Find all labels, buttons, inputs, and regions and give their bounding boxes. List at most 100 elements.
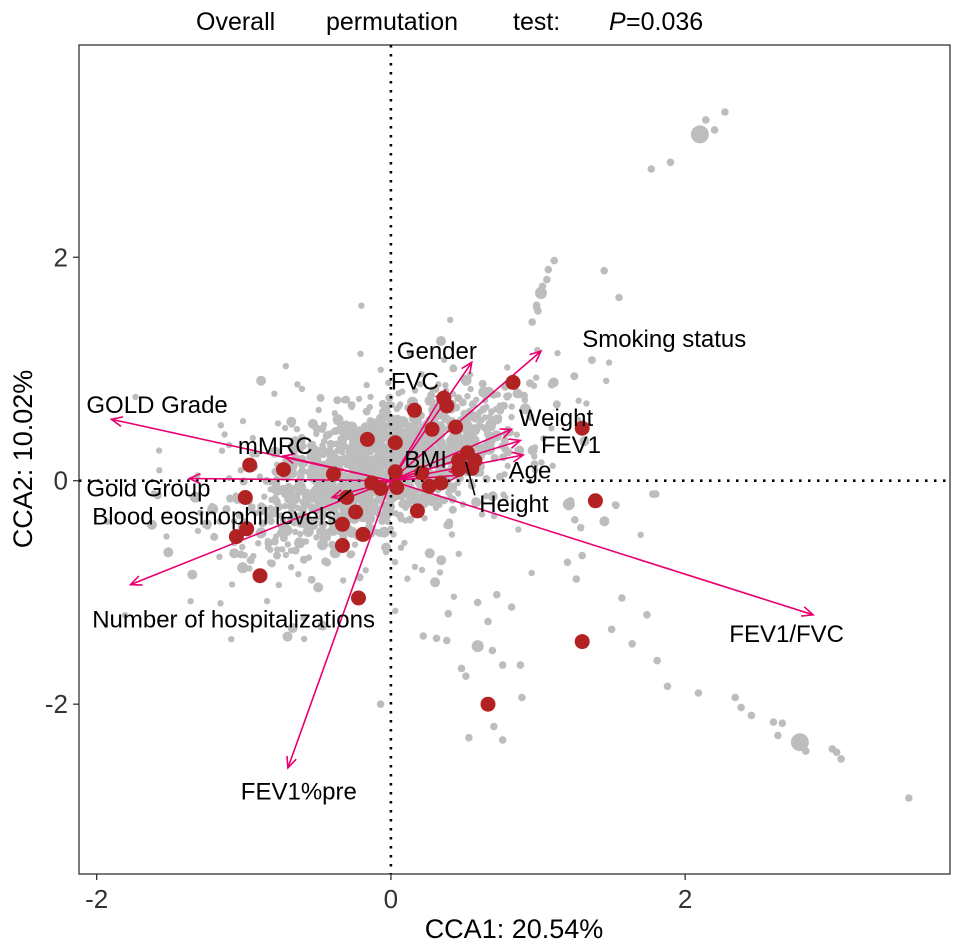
site-point (355, 395, 363, 403)
site-point (306, 469, 313, 476)
site-point (330, 428, 337, 436)
highlight-point (574, 420, 590, 436)
site-point (288, 563, 295, 571)
site-point (210, 532, 219, 541)
site-point (436, 555, 447, 566)
site-point (217, 422, 225, 429)
site-point (358, 302, 365, 309)
site-point (348, 550, 356, 557)
outlier-point (543, 275, 551, 284)
site-point (264, 537, 271, 545)
arrow-weight (390, 428, 512, 482)
site-point (232, 492, 240, 499)
site-point (486, 413, 493, 421)
site-point (371, 454, 379, 461)
site-point (468, 400, 477, 409)
site-point (217, 600, 224, 607)
arrowhead (511, 451, 526, 463)
site-point (575, 397, 582, 404)
site-point (391, 494, 398, 502)
outlier-point (471, 640, 484, 653)
site-point (349, 456, 356, 464)
site-point (339, 456, 347, 463)
site-point (397, 544, 405, 551)
site-point (376, 459, 388, 471)
site-point (502, 494, 509, 501)
outlier-point (710, 126, 719, 134)
site-point (378, 408, 386, 415)
outlier-point (690, 125, 709, 144)
highlight-point (439, 398, 455, 414)
outlier-point (484, 617, 492, 626)
site-point (226, 494, 235, 503)
highlight-points (228, 374, 603, 712)
outlier-point (518, 693, 526, 702)
site-point (505, 392, 513, 399)
site-point (228, 581, 236, 588)
site-point (384, 512, 392, 520)
site-point (549, 462, 556, 469)
site-point (150, 490, 158, 497)
site-point (315, 406, 322, 414)
site-point (385, 379, 392, 386)
highlight-point (252, 568, 268, 584)
highlight-point (451, 462, 467, 478)
site-point (450, 593, 458, 600)
site-point (378, 526, 390, 538)
site-point (296, 444, 304, 453)
site-point (187, 598, 194, 605)
highlight-point (364, 475, 380, 491)
title-word-permutation: permutation (326, 8, 458, 36)
x-axis: -2 0 2 (85, 874, 692, 914)
outlier-point (498, 736, 507, 744)
site-point (374, 496, 381, 503)
arrowhead (286, 755, 297, 770)
site-point (146, 519, 157, 530)
highlight-point (242, 457, 258, 473)
site-point (512, 388, 523, 399)
site-point (521, 396, 529, 404)
site-point (461, 420, 473, 432)
outlier-point (457, 664, 466, 673)
outlier-point (465, 733, 473, 742)
y-axis-title: CCA2: 10.02% (8, 370, 38, 549)
site-point (301, 494, 312, 505)
label-leader-line (465, 461, 476, 496)
site-point (300, 635, 308, 643)
site-point (397, 416, 405, 423)
site-point (216, 518, 223, 525)
outlier-point (490, 722, 498, 731)
site-point (273, 551, 281, 560)
outlier-point (615, 293, 623, 302)
site-point (339, 507, 351, 519)
outlier-point (493, 590, 501, 599)
site-point (449, 364, 458, 373)
outlier-points (376, 108, 913, 802)
site-point (363, 381, 370, 389)
site-point (504, 448, 513, 457)
arrowhead (281, 453, 296, 465)
site-point (335, 424, 346, 435)
site-point (519, 403, 531, 415)
highlight-point (348, 504, 364, 520)
highlight-point (359, 431, 375, 447)
site-point (282, 362, 289, 370)
site-point (365, 462, 372, 470)
site-point (249, 434, 256, 442)
site-point (309, 519, 316, 526)
site-point (294, 481, 301, 488)
site-point (283, 483, 295, 495)
site-point (411, 563, 419, 570)
site-point (418, 456, 425, 463)
site-point (265, 515, 272, 523)
site-point (284, 541, 291, 548)
site-point (235, 511, 244, 520)
outlier-point (572, 575, 581, 583)
site-point (229, 548, 240, 559)
site-point (268, 496, 275, 503)
arrow-label-gender: Gender (397, 338, 477, 365)
site-point (197, 509, 204, 516)
arrow-gender (390, 361, 473, 482)
site-point (252, 510, 259, 517)
site-point (599, 516, 610, 527)
